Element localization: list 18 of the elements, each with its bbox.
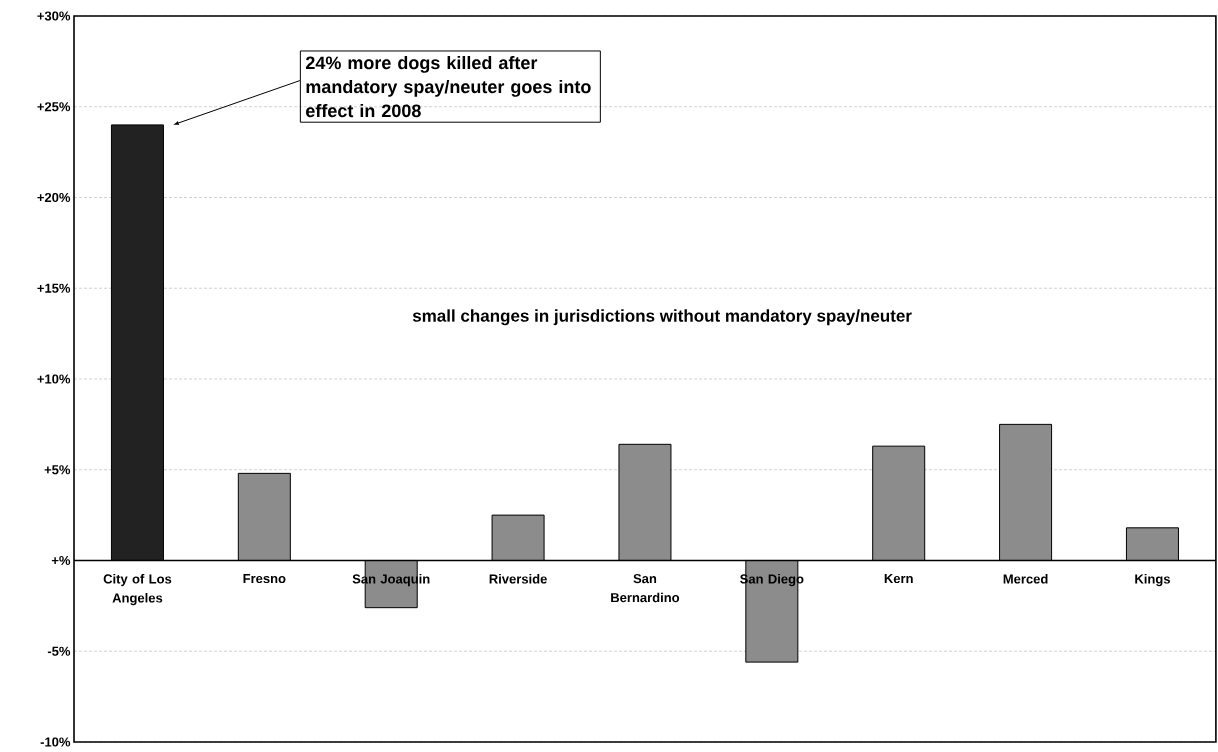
x-tick-label: Kings [1135, 574, 1170, 587]
y-tick-label: -5% [47, 646, 71, 656]
y-tick-label: +20% [37, 192, 71, 203]
x-tick-label: Riverside [489, 574, 547, 584]
y-tick-label: +% [51, 555, 71, 566]
y-tick-label: +5% [44, 465, 71, 475]
annotation: small changes in jurisdictions without mandatory spay/neuter [412, 309, 912, 326]
x-tick-label: City of Los Angeles [103, 574, 172, 606]
y-tick-label: +25% [37, 102, 71, 112]
x-tick-label: Fresno [243, 574, 286, 584]
y-tick-label: +15% [37, 283, 71, 293]
x-tick-label: Kern [884, 574, 913, 584]
y-tick-label: +30% [37, 11, 71, 21]
x-tick-label: San Bernardino [611, 574, 680, 603]
annotation: 24% more dogs killed after mandatory spay/neuter goes into effect in 2008 [305, 55, 591, 118]
y-tick-label: -10% [40, 737, 71, 747]
y-tick-label: +10% [37, 374, 71, 384]
x-tick-label: Merced [1003, 574, 1048, 584]
